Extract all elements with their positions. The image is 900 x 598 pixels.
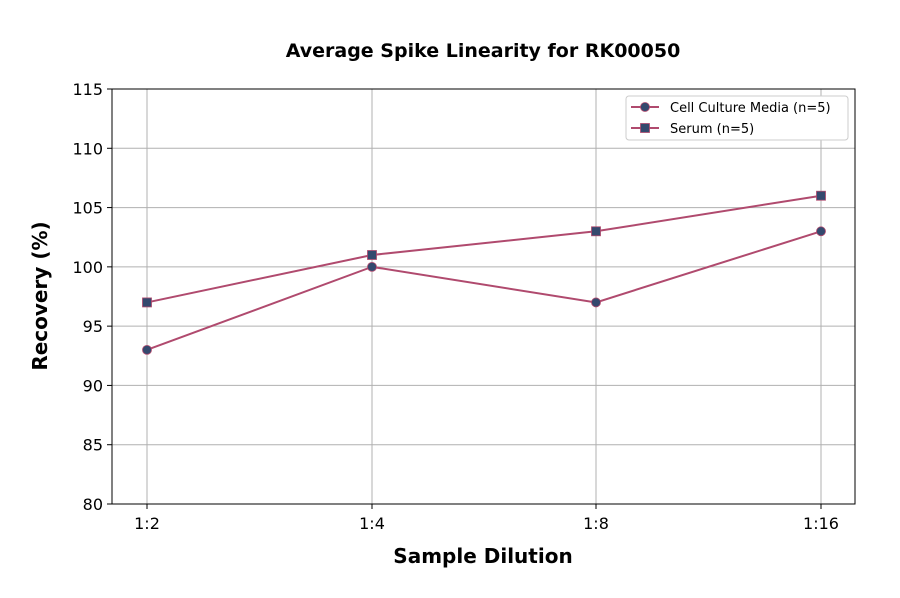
- x-tick-label: 1:4: [359, 514, 385, 533]
- data-point: [367, 261, 377, 272]
- legend-label: Serum (n=5): [670, 122, 754, 137]
- y-axis-label: Recovery (%): [28, 221, 52, 370]
- data-point: [591, 226, 601, 237]
- y-tick-label: 90: [83, 376, 103, 395]
- y-tick-label: 110: [72, 139, 103, 158]
- x-tick-label: 1:16: [803, 514, 839, 533]
- series-1: [142, 226, 826, 355]
- legend-marker: [640, 102, 650, 112]
- data-point: [591, 297, 601, 308]
- x-tick-label: 1:8: [583, 514, 609, 533]
- data-point: [816, 226, 826, 237]
- legend-box: [625, 95, 849, 141]
- chart-title: Average Spike Linearity for RK00050: [286, 40, 681, 62]
- series-2: [142, 190, 826, 308]
- x-tick-label: 1:2: [134, 514, 160, 533]
- y-tick-label: 115: [72, 80, 103, 99]
- data-point: [816, 190, 826, 201]
- data-point: [142, 344, 152, 355]
- y-tick-label: 80: [83, 495, 103, 514]
- y-tick-label: 85: [83, 436, 103, 455]
- data-point: [142, 297, 152, 308]
- series-line: [146, 230, 822, 351]
- legend: Cell Culture Media (n=5) Serum (n=5): [625, 95, 849, 141]
- y-tick-label: 95: [83, 317, 103, 336]
- data-point: [367, 250, 377, 260]
- y-tick-label: 100: [72, 258, 103, 277]
- legend-marker: [640, 123, 650, 133]
- plot-frame: [111, 88, 856, 505]
- series-line: [146, 194, 822, 304]
- x-axis-label: Sample Dilution: [393, 544, 572, 568]
- legend-label: Cell Culture Media (n=5): [670, 101, 831, 116]
- y-tick-label: 105: [72, 199, 103, 218]
